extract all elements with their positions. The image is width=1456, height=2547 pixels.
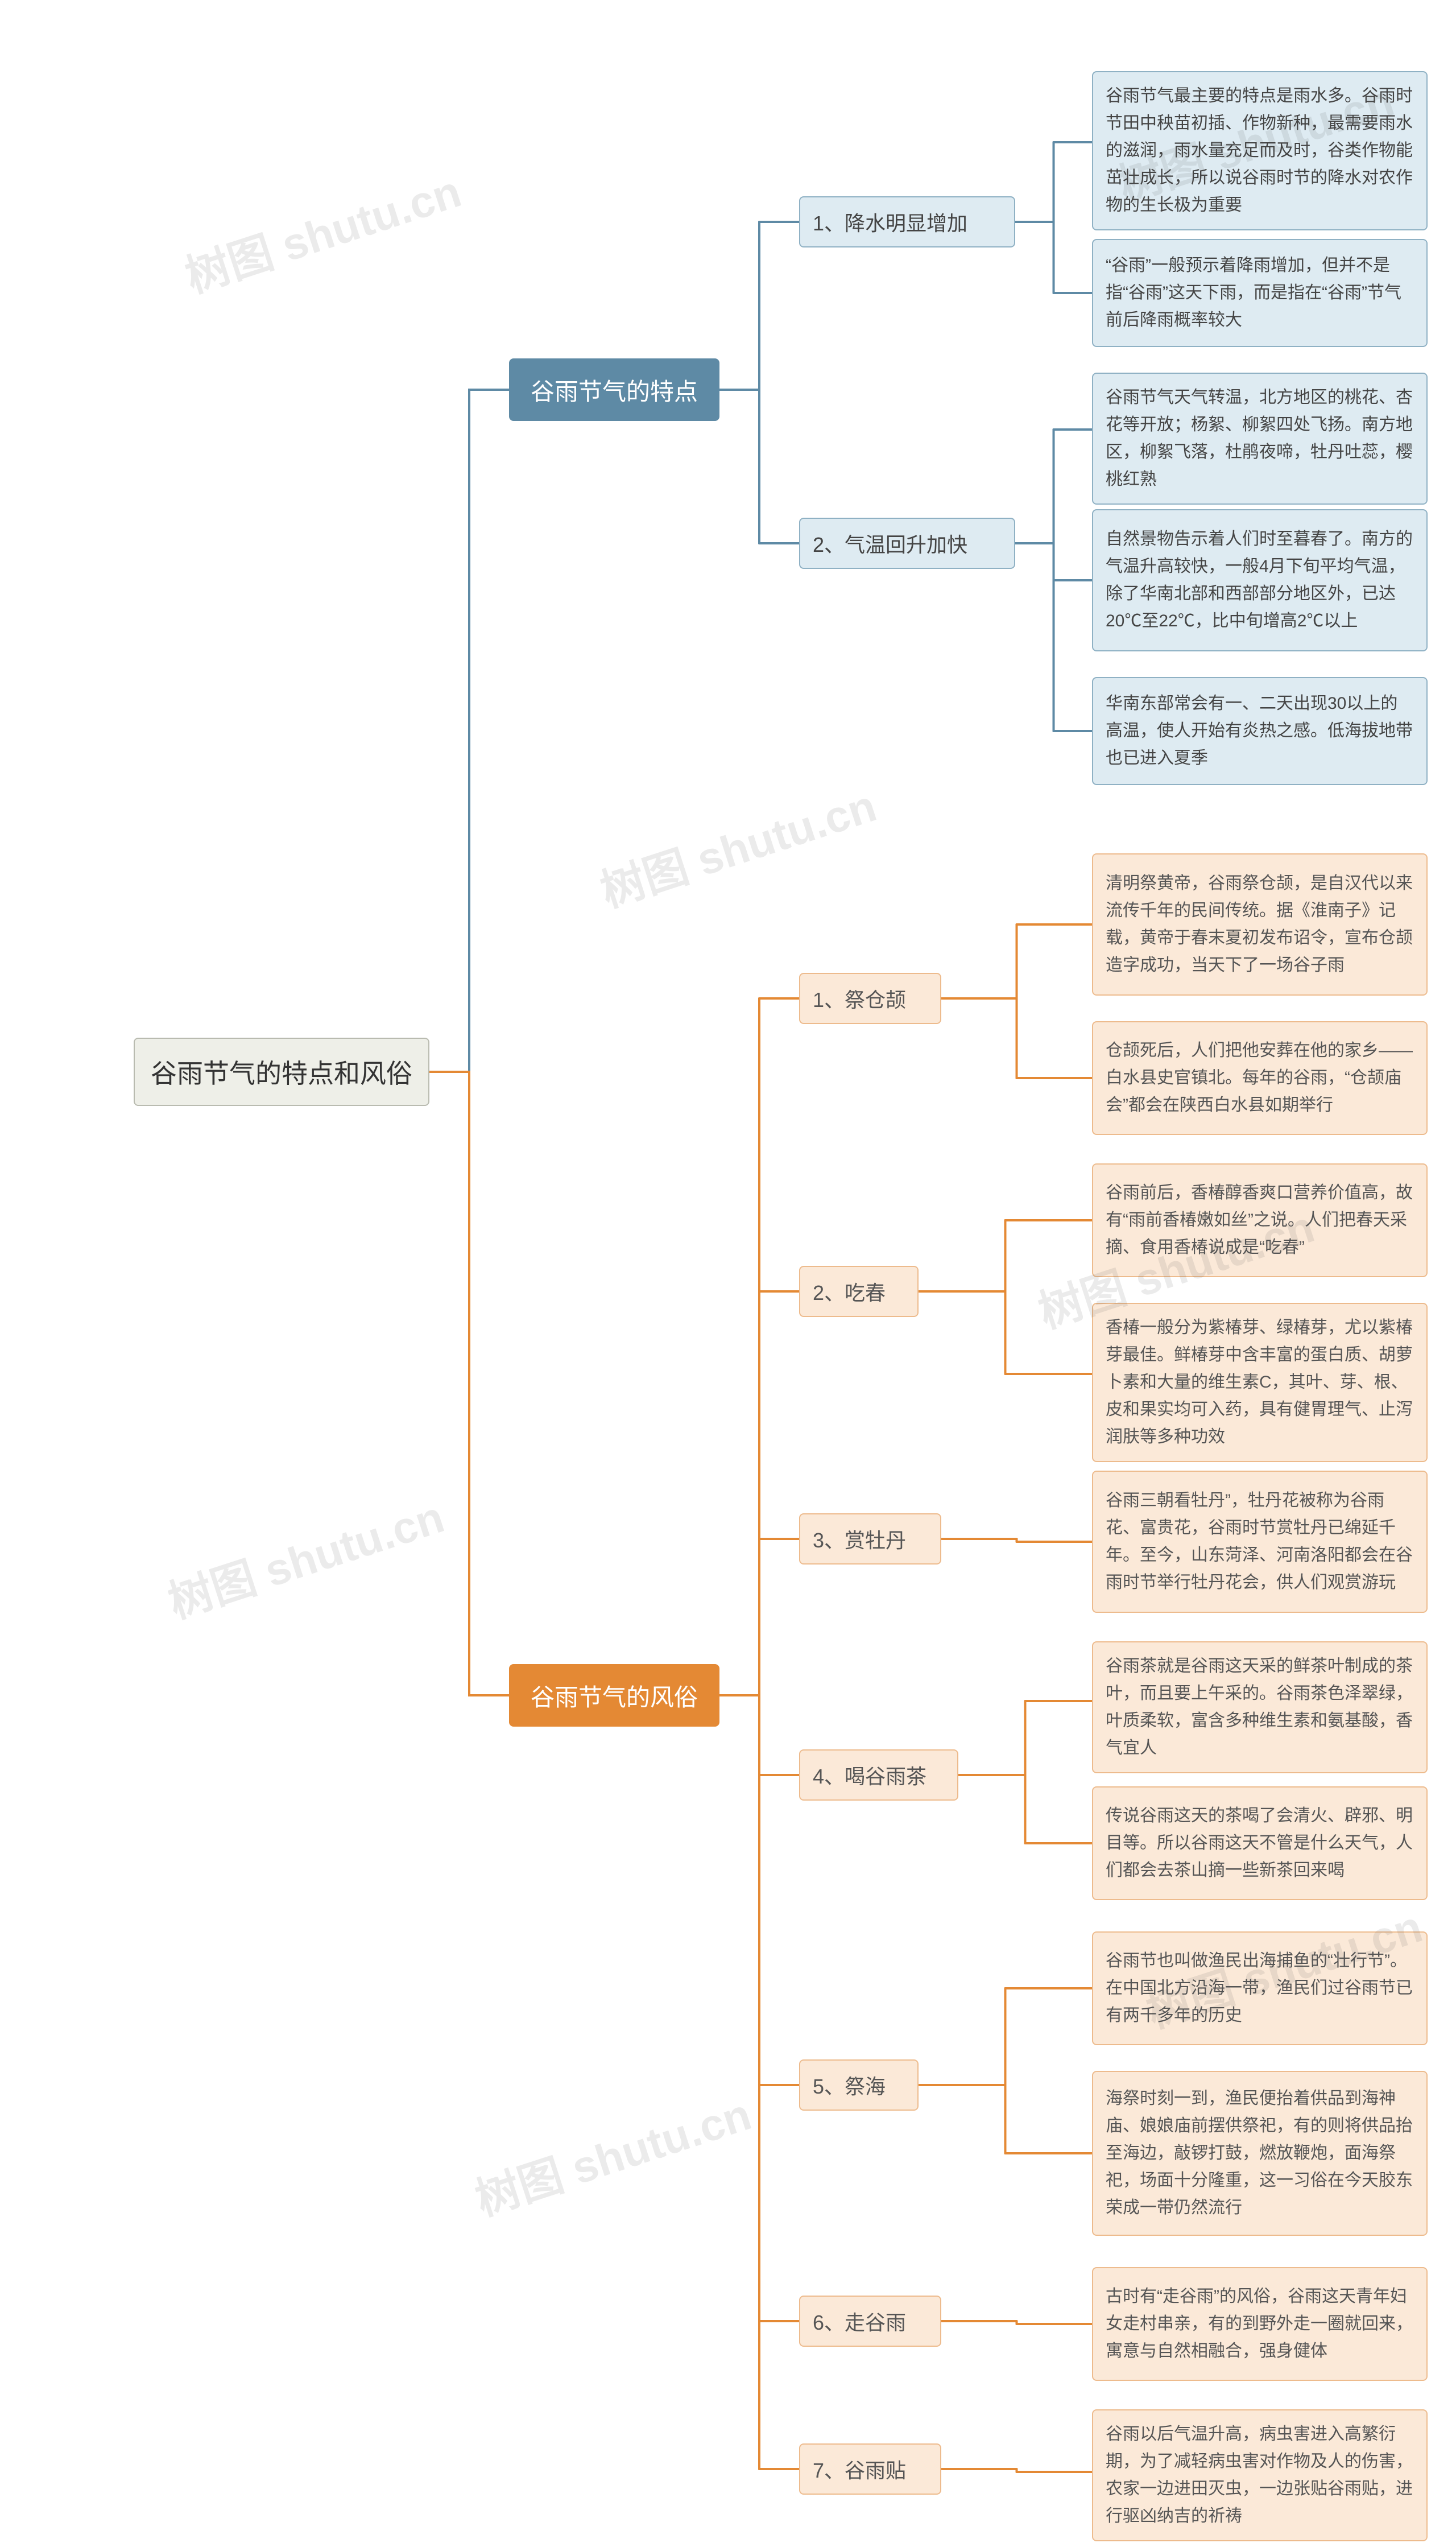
leaf-text: 仓颉死后，人们把他安葬在他的家乡——白水县史官镇北。每年的谷雨，“仓颉庙会”都会…: [1106, 1037, 1414, 1119]
leaf-text: 香椿一般分为紫椿芽、绿椿芽，尤以紫椿芽最佳。鲜椿芽中含丰富的蛋白质、胡萝卜素和大…: [1106, 1314, 1414, 1451]
leaf-node-b1c1l1: 谷雨节气最主要的特点是雨水多。谷雨时节田中秧苗初插、作物新种，最需要雨水的滋润，…: [1092, 71, 1428, 230]
leaf-text: 谷雨三朝看牡丹”，牡丹花被称为谷雨花、富贵花，谷雨时节赏牡丹已绵延千年。至今，山…: [1106, 1487, 1414, 1596]
leaf-text: 古时有“走谷雨”的风俗，谷雨这天青年妇女走村串亲，有的到野外走一圈就回来，寓意与…: [1106, 2283, 1414, 2365]
root-node: 谷雨节气的特点和风俗: [134, 1038, 429, 1106]
watermark: 树图 shutu.cn: [159, 1482, 451, 1631]
leaf-text: 自然景物告示着人们时至暮春了。南方的气温升高较快，一般4月下旬平均气温，除了华南…: [1106, 526, 1414, 635]
child-node-b2c1: 1、祭仓颉: [799, 973, 941, 1024]
leaf-text: 海祭时刻一到，渔民便抬着供品到海神庙、娘娘庙前摆供祭祀，有的则将供品抬至海边，敲…: [1106, 2085, 1414, 2222]
leaf-node-b1c2l2: 自然景物告示着人们时至暮春了。南方的气温升高较快，一般4月下旬平均气温，除了华南…: [1092, 509, 1428, 651]
leaf-node-b1c2l3: 华南东部常会有一、二天出现30以上的高温，使人开始有炎热之感。低海拔地带也已进入…: [1092, 677, 1428, 785]
mindmap-canvas: 谷雨节气的特点和风俗 谷雨节气的特点 1、降水明显增加 谷雨节气最主要的特点是雨水多。…: [0, 0, 1456, 2547]
watermark: 树图 shutu.cn: [592, 771, 883, 920]
leaf-node-b1c1l2: “谷雨”一般预示着降雨增加，但并不是指“谷雨”这天下雨，而是指在“谷雨”节气前后…: [1092, 239, 1428, 347]
leaf-text: 华南东部常会有一、二天出现30以上的高温，使人开始有炎热之感。低海拔地带也已进入…: [1106, 690, 1414, 772]
child-label: 5、祭海: [813, 2070, 886, 2100]
branch-node-b1: 谷雨节气的特点: [509, 358, 719, 421]
child-node-b2c6: 6、走谷雨: [799, 2296, 941, 2347]
leaf-node-b2c3l1: 谷雨三朝看牡丹”，牡丹花被称为谷雨花、富贵花，谷雨时节赏牡丹已绵延千年。至今，山…: [1092, 1471, 1428, 1613]
leaf-node-b1c2l1: 谷雨节气天气转温，北方地区的桃花、杏花等开放；杨絮、柳絮四处飞扬。南方地区，柳絮…: [1092, 373, 1428, 505]
child-label: 3、赏牡丹: [813, 1524, 906, 1554]
child-label: 2、气温回升加快: [813, 529, 967, 558]
leaf-text: 谷雨节气天气转温，北方地区的桃花、杏花等开放；杨絮、柳絮四处飞扬。南方地区，柳絮…: [1106, 384, 1414, 493]
root-label: 谷雨节气的特点和风俗: [151, 1053, 412, 1091]
child-label: 1、祭仓颉: [813, 984, 906, 1013]
leaf-node-b2c1l2: 仓颉死后，人们把他安葬在他的家乡——白水县史官镇北。每年的谷雨，“仓颉庙会”都会…: [1092, 1021, 1428, 1135]
watermark: 树图 shutu.cn: [466, 2079, 758, 2228]
child-label: 6、走谷雨: [813, 2306, 906, 2336]
leaf-node-b2c5l1: 谷雨节也叫做渔民出海捕鱼的“壮行节”。在中国北方沿海一带，渔民们过谷雨节已有两千…: [1092, 1931, 1428, 2045]
leaf-node-b2c1l1: 清明祭黄帝，谷雨祭仓颉，是自汉代以来流传千年的民间传统。据《淮南子》记载，黄帝于…: [1092, 853, 1428, 996]
branch-node-b2: 谷雨节气的风俗: [509, 1664, 719, 1727]
leaf-text: 谷雨前后，香椿醇香爽口营养价值高，故有“雨前香椿嫩如丝”之说。人们把春天采摘、食…: [1106, 1179, 1414, 1261]
leaf-text: 谷雨节也叫做渔民出海捕鱼的“壮行节”。在中国北方沿海一带，渔民们过谷雨节已有两千…: [1106, 1947, 1414, 2029]
leaf-text: 清明祭黄帝，谷雨祭仓颉，是自汉代以来流传千年的民间传统。据《淮南子》记载，黄帝于…: [1106, 870, 1414, 979]
leaf-node-b2c7l1: 谷雨以后气温升高，病虫害进入高繁衍期，为了减轻病虫害对作物及人的伤害，农家一边进…: [1092, 2409, 1428, 2541]
leaf-text: “谷雨”一般预示着降雨增加，但并不是指“谷雨”这天下雨，而是指在“谷雨”节气前后…: [1106, 252, 1414, 334]
child-label: 4、喝谷雨茶: [813, 1760, 926, 1790]
branch-label: 谷雨节气的风俗: [531, 1678, 698, 1713]
child-node-b2c3: 3、赏牡丹: [799, 1513, 941, 1564]
child-node-b2c4: 4、喝谷雨茶: [799, 1749, 958, 1801]
leaf-text: 谷雨茶就是谷雨这天采的鲜茶叶制成的茶叶，而且要上午采的。谷雨茶色泽翠绿，叶质柔软…: [1106, 1653, 1414, 1762]
child-node-b1c1: 1、降水明显增加: [799, 196, 1015, 247]
branch-label: 谷雨节气的特点: [531, 373, 698, 407]
watermark: 树图 shutu.cn: [176, 156, 468, 306]
leaf-text: 传说谷雨这天的茶喝了会清火、辟邪、明目等。所以谷雨这天不管是什么天气，人们都会去…: [1106, 1802, 1414, 1884]
leaf-node-b2c6l1: 古时有“走谷雨”的风俗，谷雨这天青年妇女走村串亲，有的到野外走一圈就回来，寓意与…: [1092, 2267, 1428, 2381]
child-label: 1、降水明显增加: [813, 207, 967, 237]
leaf-node-b2c4l2: 传说谷雨这天的茶喝了会清火、辟邪、明目等。所以谷雨这天不管是什么天气，人们都会去…: [1092, 1786, 1428, 1900]
leaf-text: 谷雨节气最主要的特点是雨水多。谷雨时节田中秧苗初插、作物新种，最需要雨水的滋润，…: [1106, 82, 1414, 219]
leaf-node-b2c2l1: 谷雨前后，香椿醇香爽口营养价值高，故有“雨前香椿嫩如丝”之说。人们把春天采摘、食…: [1092, 1163, 1428, 1277]
leaf-node-b2c4l1: 谷雨茶就是谷雨这天采的鲜茶叶制成的茶叶，而且要上午采的。谷雨茶色泽翠绿，叶质柔软…: [1092, 1641, 1428, 1773]
child-node-b1c2: 2、气温回升加快: [799, 518, 1015, 569]
leaf-node-b2c5l2: 海祭时刻一到，渔民便抬着供品到海神庙、娘娘庙前摆供祭祀，有的则将供品抬至海边，敲…: [1092, 2071, 1428, 2236]
child-label: 2、吃春: [813, 1277, 886, 1306]
child-label: 7、谷雨贴: [813, 2454, 906, 2484]
child-node-b2c7: 7、谷雨贴: [799, 2443, 941, 2495]
child-node-b2c5: 5、祭海: [799, 2059, 919, 2111]
leaf-node-b2c2l2: 香椿一般分为紫椿芽、绿椿芽，尤以紫椿芽最佳。鲜椿芽中含丰富的蛋白质、胡萝卜素和大…: [1092, 1303, 1428, 1462]
leaf-text: 谷雨以后气温升高，病虫害进入高繁衍期，为了减轻病虫害对作物及人的伤害，农家一边进…: [1106, 2421, 1414, 2530]
child-node-b2c2: 2、吃春: [799, 1266, 919, 1317]
